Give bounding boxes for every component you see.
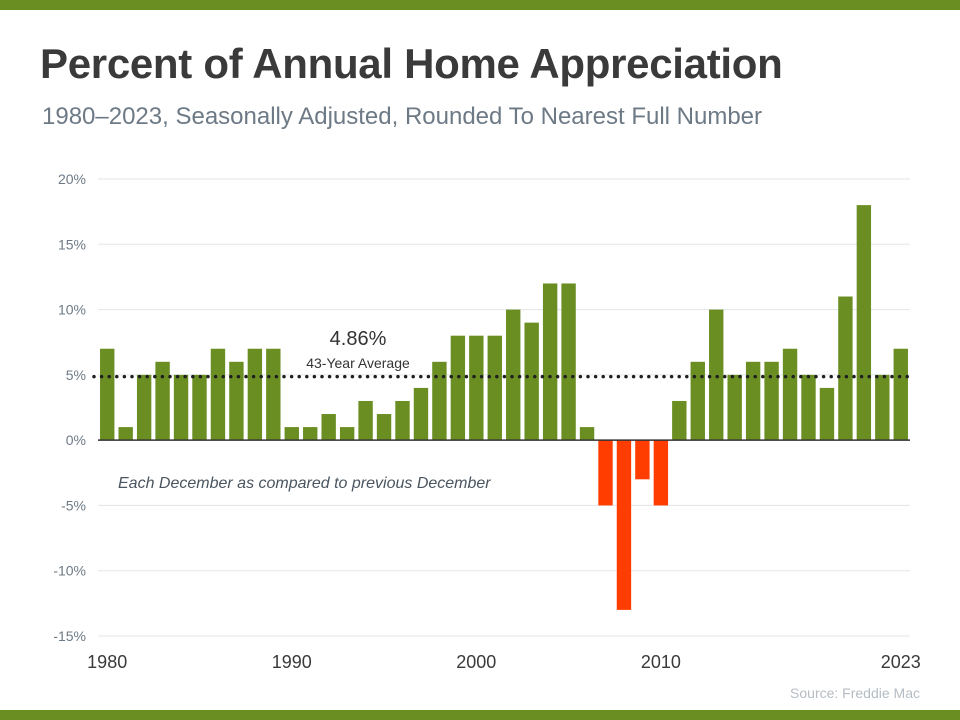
y-tick-label: -5% <box>61 497 86 513</box>
x-tick-label: 2000 <box>456 652 496 672</box>
bar-1997 <box>413 387 429 441</box>
bar-2016 <box>764 361 779 441</box>
top-accent-bar <box>0 0 960 10</box>
bar-1982 <box>136 374 152 441</box>
average-value-label: 4.86% <box>330 328 387 350</box>
bar-1990 <box>284 427 299 441</box>
y-tick-label: 0% <box>66 432 86 448</box>
bar-2008 <box>616 440 632 610</box>
bar-2000 <box>469 335 484 441</box>
bar-1999 <box>450 335 466 441</box>
page-subtitle: 1980–2023, Seasonally Adjusted, Rounded … <box>42 103 763 130</box>
bar-1981 <box>118 427 133 441</box>
bar-1984 <box>173 374 189 441</box>
bar-2003 <box>524 322 539 441</box>
bar-1991 <box>303 427 318 441</box>
y-tick-label: -10% <box>53 563 86 579</box>
bar-2002 <box>506 309 521 441</box>
bar-1988 <box>247 348 263 441</box>
bar-2007 <box>598 440 613 506</box>
bar-1996 <box>395 400 410 441</box>
y-tick-label: 20% <box>58 171 86 187</box>
bar-2013 <box>709 309 724 441</box>
bar-2018 <box>801 374 816 441</box>
x-tick-label: 1980 <box>87 652 127 672</box>
y-axis-ticks: -15% -10% -5% 0% 5% 10% 15% 20% <box>53 171 86 644</box>
bars <box>100 205 908 610</box>
bar-2017 <box>782 348 798 441</box>
bar-1993 <box>339 427 355 441</box>
bar-2004 <box>542 283 558 441</box>
average-description-label: 43-Year Average <box>306 355 410 371</box>
y-tick-label: 15% <box>58 236 86 252</box>
bottom-accent-bar <box>0 710 960 720</box>
x-axis-ticks: 1980 1990 2000 2010 2023 <box>87 652 921 672</box>
bar-1994 <box>358 400 373 441</box>
page-title: Percent of Annual Home Appreciation <box>40 40 783 87</box>
y-tick-label: 5% <box>66 367 86 383</box>
bar-2019 <box>819 387 835 441</box>
bar-2012 <box>690 361 705 441</box>
bar-1995 <box>376 414 392 441</box>
y-tick-label: -15% <box>53 628 86 644</box>
bar-2009 <box>635 440 650 480</box>
x-tick-label: 1990 <box>272 652 312 672</box>
y-tick-label: 10% <box>58 302 86 318</box>
bar-1986 <box>210 348 226 441</box>
bar-2021 <box>856 205 872 441</box>
source-note: Source: Freddie Mac <box>790 685 920 701</box>
bar-1983 <box>155 361 170 441</box>
bar-1989 <box>266 348 281 441</box>
bar-2023 <box>893 348 908 441</box>
bar-2005 <box>561 283 576 441</box>
bar-2015 <box>745 361 761 441</box>
bar-2020 <box>838 296 853 441</box>
bar-2006 <box>579 427 595 441</box>
bar-2011 <box>672 400 687 441</box>
bar-1985 <box>192 374 207 441</box>
bar-1980 <box>100 348 115 441</box>
bar-2014 <box>727 374 742 441</box>
bar-2022 <box>875 374 890 441</box>
bar-1998 <box>432 361 447 441</box>
x-tick-label: 2023 <box>881 652 921 672</box>
x-tick-label: 2010 <box>641 652 681 672</box>
bar-2010 <box>653 440 669 506</box>
bar-1992 <box>321 414 336 441</box>
chart-annotation: Each December as compared to previous De… <box>118 475 491 492</box>
bar-1987 <box>229 361 244 441</box>
bar-2001 <box>487 335 502 441</box>
